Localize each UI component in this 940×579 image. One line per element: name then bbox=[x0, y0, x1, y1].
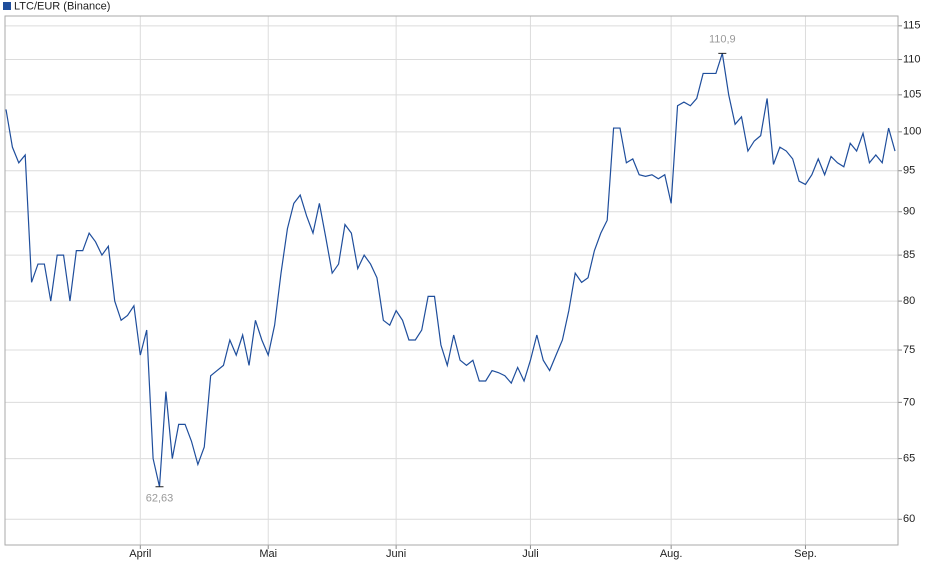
x-tick-label: Juli bbox=[522, 548, 539, 560]
y-tick-label: 60 bbox=[903, 513, 915, 525]
y-tick-label: 85 bbox=[903, 249, 915, 261]
y-tick-label: 115 bbox=[903, 20, 921, 32]
plot-frame bbox=[4, 15, 899, 546]
y-tick-label: 65 bbox=[903, 452, 915, 464]
y-tick-label: 105 bbox=[903, 89, 921, 101]
x-tick-label: Sep. bbox=[794, 548, 817, 560]
y-tick-label: 110 bbox=[903, 53, 921, 65]
x-tick-label: Aug. bbox=[660, 548, 683, 560]
y-tick-label: 95 bbox=[903, 165, 915, 177]
x-tick-label: Mai bbox=[259, 548, 277, 560]
value-label: 110,9 bbox=[709, 33, 736, 45]
y-tick-label: 70 bbox=[903, 396, 915, 408]
y-tick-label: 75 bbox=[903, 344, 915, 356]
legend-label: LTC/EUR (Binance) bbox=[14, 0, 110, 12]
x-tick-label: Juni bbox=[386, 548, 406, 560]
price-line bbox=[5, 53, 896, 487]
value-label: 62,63 bbox=[146, 493, 174, 505]
x-tick-label: April bbox=[129, 548, 151, 560]
y-tick-label: 80 bbox=[903, 295, 915, 307]
y-tick-label: 100 bbox=[903, 126, 921, 138]
legend-swatch bbox=[3, 2, 11, 10]
y-tick-label: 90 bbox=[903, 206, 915, 218]
